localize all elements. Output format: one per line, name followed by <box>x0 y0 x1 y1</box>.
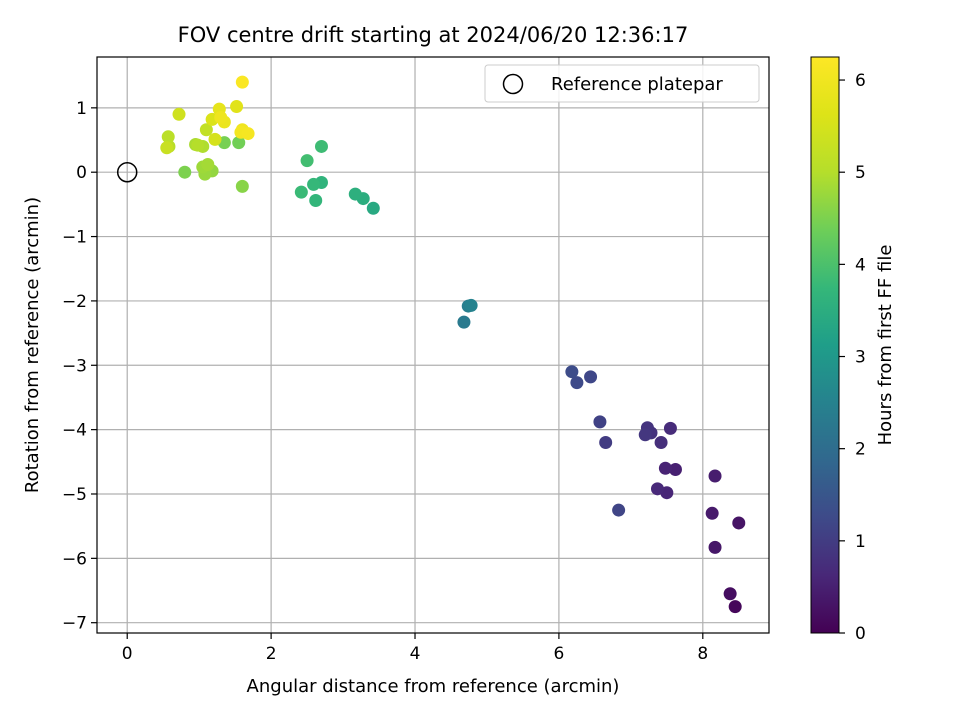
data-point <box>593 415 607 429</box>
colorbar-tick-label: 0 <box>855 624 866 644</box>
data-point <box>705 506 719 520</box>
data-point <box>232 136 246 150</box>
data-point <box>300 154 314 168</box>
data-point <box>348 187 362 201</box>
legend-box <box>484 64 760 103</box>
colorbar: 0 1 2 3 4 5 6 Hours from first FF file <box>810 56 896 644</box>
legend: Reference platepar <box>484 64 760 103</box>
y-tick-label: 1 <box>76 99 87 119</box>
data-point <box>208 132 222 146</box>
data-point <box>732 516 746 530</box>
plot-area-frame <box>96 56 770 634</box>
data-point <box>565 365 579 379</box>
y-tick-label: −6 <box>62 549 87 569</box>
colorbar-tick-label: 3 <box>855 348 866 368</box>
data-point <box>161 130 175 144</box>
data-point <box>172 107 186 121</box>
data-point <box>654 436 668 450</box>
data-point <box>191 138 205 152</box>
y-tick-label: −2 <box>62 292 87 312</box>
data-point <box>650 482 664 496</box>
colorbar-tick-label: 5 <box>855 163 866 183</box>
colorbar-label: Hours from first FF file <box>875 245 896 446</box>
x-tick-label: 6 <box>553 644 564 664</box>
y-tick-label: 0 <box>76 163 87 183</box>
grid-lines <box>97 57 769 633</box>
x-tick-label: 2 <box>266 644 277 664</box>
x-axis-ticks: 0 2 4 6 8 <box>122 633 708 664</box>
data-point <box>309 194 323 208</box>
legend-reference-marker-icon <box>502 73 524 95</box>
reference-platepar-marker <box>116 161 138 183</box>
data-point <box>663 421 677 435</box>
data-point <box>658 461 672 475</box>
data-point <box>241 127 255 141</box>
data-point <box>235 75 249 89</box>
colorbar-tick-label: 4 <box>855 255 866 275</box>
data-point <box>708 469 722 483</box>
y-tick-label: −3 <box>62 356 87 376</box>
y-tick-label: −1 <box>62 228 87 248</box>
colorbar-tick-label: 1 <box>855 532 866 552</box>
data-point <box>728 600 742 614</box>
data-point <box>307 177 321 191</box>
x-axis-label: Angular distance from reference (arcmin) <box>247 676 620 697</box>
x-tick-label: 0 <box>122 644 133 664</box>
colorbar-ticks: 0 1 2 3 4 5 6 <box>839 71 866 644</box>
data-point <box>708 540 722 554</box>
data-point <box>464 298 478 312</box>
chart-title: FOV centre drift starting at 2024/06/20 … <box>178 23 689 47</box>
data-point <box>160 141 174 155</box>
data-point <box>366 201 380 215</box>
y-axis-ticks: 1 0 −1 −2 −3 −4 −5 −6 −7 <box>62 99 97 634</box>
data-point <box>214 110 228 124</box>
data-point <box>570 376 584 390</box>
colorbar-tick-label: 6 <box>855 71 866 91</box>
x-tick-label: 8 <box>697 644 708 664</box>
data-point <box>668 463 682 477</box>
data-point <box>599 436 613 450</box>
colorbar-tick-label: 2 <box>855 440 866 460</box>
data-point <box>178 165 192 179</box>
colorbar-gradient <box>810 56 840 634</box>
y-tick-label: −5 <box>62 485 87 505</box>
data-point <box>199 123 213 137</box>
legend-reference-label: Reference platepar <box>551 74 723 95</box>
data-point <box>314 139 328 153</box>
data-point <box>235 179 249 193</box>
y-tick-label: −4 <box>62 421 87 441</box>
data-point <box>638 428 652 442</box>
data-point <box>723 587 737 601</box>
data-point <box>584 370 598 384</box>
x-tick-label: 4 <box>410 644 421 664</box>
data-point <box>230 100 244 114</box>
y-axis-label: Rotation from reference (arcmin) <box>22 197 43 493</box>
reference-marker-group <box>116 161 138 183</box>
y-tick-label: −7 <box>62 614 87 634</box>
data-point <box>612 503 626 517</box>
data-point <box>294 185 308 199</box>
data-point <box>457 315 471 329</box>
data-point <box>201 157 215 171</box>
data-points <box>160 75 746 614</box>
